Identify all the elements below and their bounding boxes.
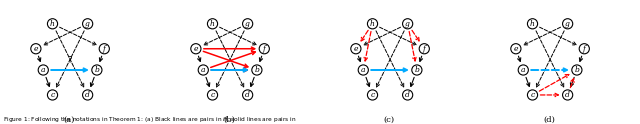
Circle shape <box>518 65 529 75</box>
Circle shape <box>419 44 429 54</box>
Circle shape <box>358 65 369 75</box>
Text: e: e <box>354 45 358 53</box>
Circle shape <box>47 19 58 29</box>
Text: a: a <box>521 66 525 74</box>
Text: e: e <box>34 45 38 53</box>
Circle shape <box>207 90 218 100</box>
Circle shape <box>198 65 209 75</box>
Text: b: b <box>575 66 579 74</box>
Text: b: b <box>95 66 99 74</box>
Text: d: d <box>565 91 570 99</box>
Circle shape <box>511 44 521 54</box>
Circle shape <box>527 90 538 100</box>
Circle shape <box>412 65 422 75</box>
Text: (a): (a) <box>63 116 75 124</box>
Circle shape <box>191 44 201 54</box>
Text: c: c <box>371 91 374 99</box>
Text: d: d <box>245 91 250 99</box>
Text: b: b <box>255 66 259 74</box>
Text: a: a <box>361 66 365 74</box>
Circle shape <box>243 90 253 100</box>
Circle shape <box>47 90 58 100</box>
Text: a: a <box>41 66 45 74</box>
Circle shape <box>351 44 361 54</box>
Text: f: f <box>423 45 426 53</box>
Text: f: f <box>263 45 266 53</box>
Text: (d): (d) <box>543 116 555 124</box>
Circle shape <box>403 19 413 29</box>
Circle shape <box>252 65 262 75</box>
Text: h: h <box>50 20 55 28</box>
Text: a: a <box>201 66 205 74</box>
Text: g: g <box>245 20 250 28</box>
Circle shape <box>31 44 41 54</box>
Text: h: h <box>210 20 215 28</box>
Circle shape <box>92 65 102 75</box>
Text: h: h <box>530 20 535 28</box>
Circle shape <box>563 90 573 100</box>
Circle shape <box>243 19 253 29</box>
Circle shape <box>403 90 413 100</box>
Text: f: f <box>583 45 586 53</box>
Text: h: h <box>370 20 375 28</box>
Circle shape <box>207 19 218 29</box>
Text: (b): (b) <box>223 116 235 124</box>
Text: g: g <box>405 20 410 28</box>
Circle shape <box>38 65 49 75</box>
Text: (c): (c) <box>384 116 395 124</box>
Text: c: c <box>531 91 534 99</box>
Text: g: g <box>565 20 570 28</box>
Text: b: b <box>415 66 419 74</box>
Text: ?: ? <box>68 56 72 65</box>
Text: d: d <box>85 91 90 99</box>
Text: g: g <box>85 20 90 28</box>
Circle shape <box>579 44 589 54</box>
Circle shape <box>259 44 269 54</box>
Text: c: c <box>211 91 214 99</box>
Circle shape <box>563 19 573 29</box>
Circle shape <box>367 90 378 100</box>
Text: e: e <box>514 45 518 53</box>
Text: Figure 1: Following the notations in Theorem 1: (a) Black lines are pairs in $H$: Figure 1: Following the notations in The… <box>3 115 297 124</box>
Circle shape <box>83 19 93 29</box>
Text: c: c <box>51 91 54 99</box>
Circle shape <box>99 44 109 54</box>
Circle shape <box>83 90 93 100</box>
Circle shape <box>367 19 378 29</box>
Text: d: d <box>405 91 410 99</box>
Text: e: e <box>194 45 198 53</box>
Text: f: f <box>103 45 106 53</box>
Circle shape <box>527 19 538 29</box>
Circle shape <box>572 65 582 75</box>
